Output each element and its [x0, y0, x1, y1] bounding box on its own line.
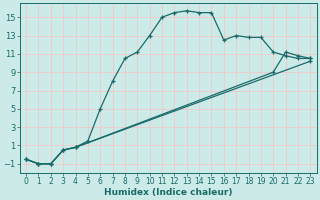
X-axis label: Humidex (Indice chaleur): Humidex (Indice chaleur) [104, 188, 232, 197]
